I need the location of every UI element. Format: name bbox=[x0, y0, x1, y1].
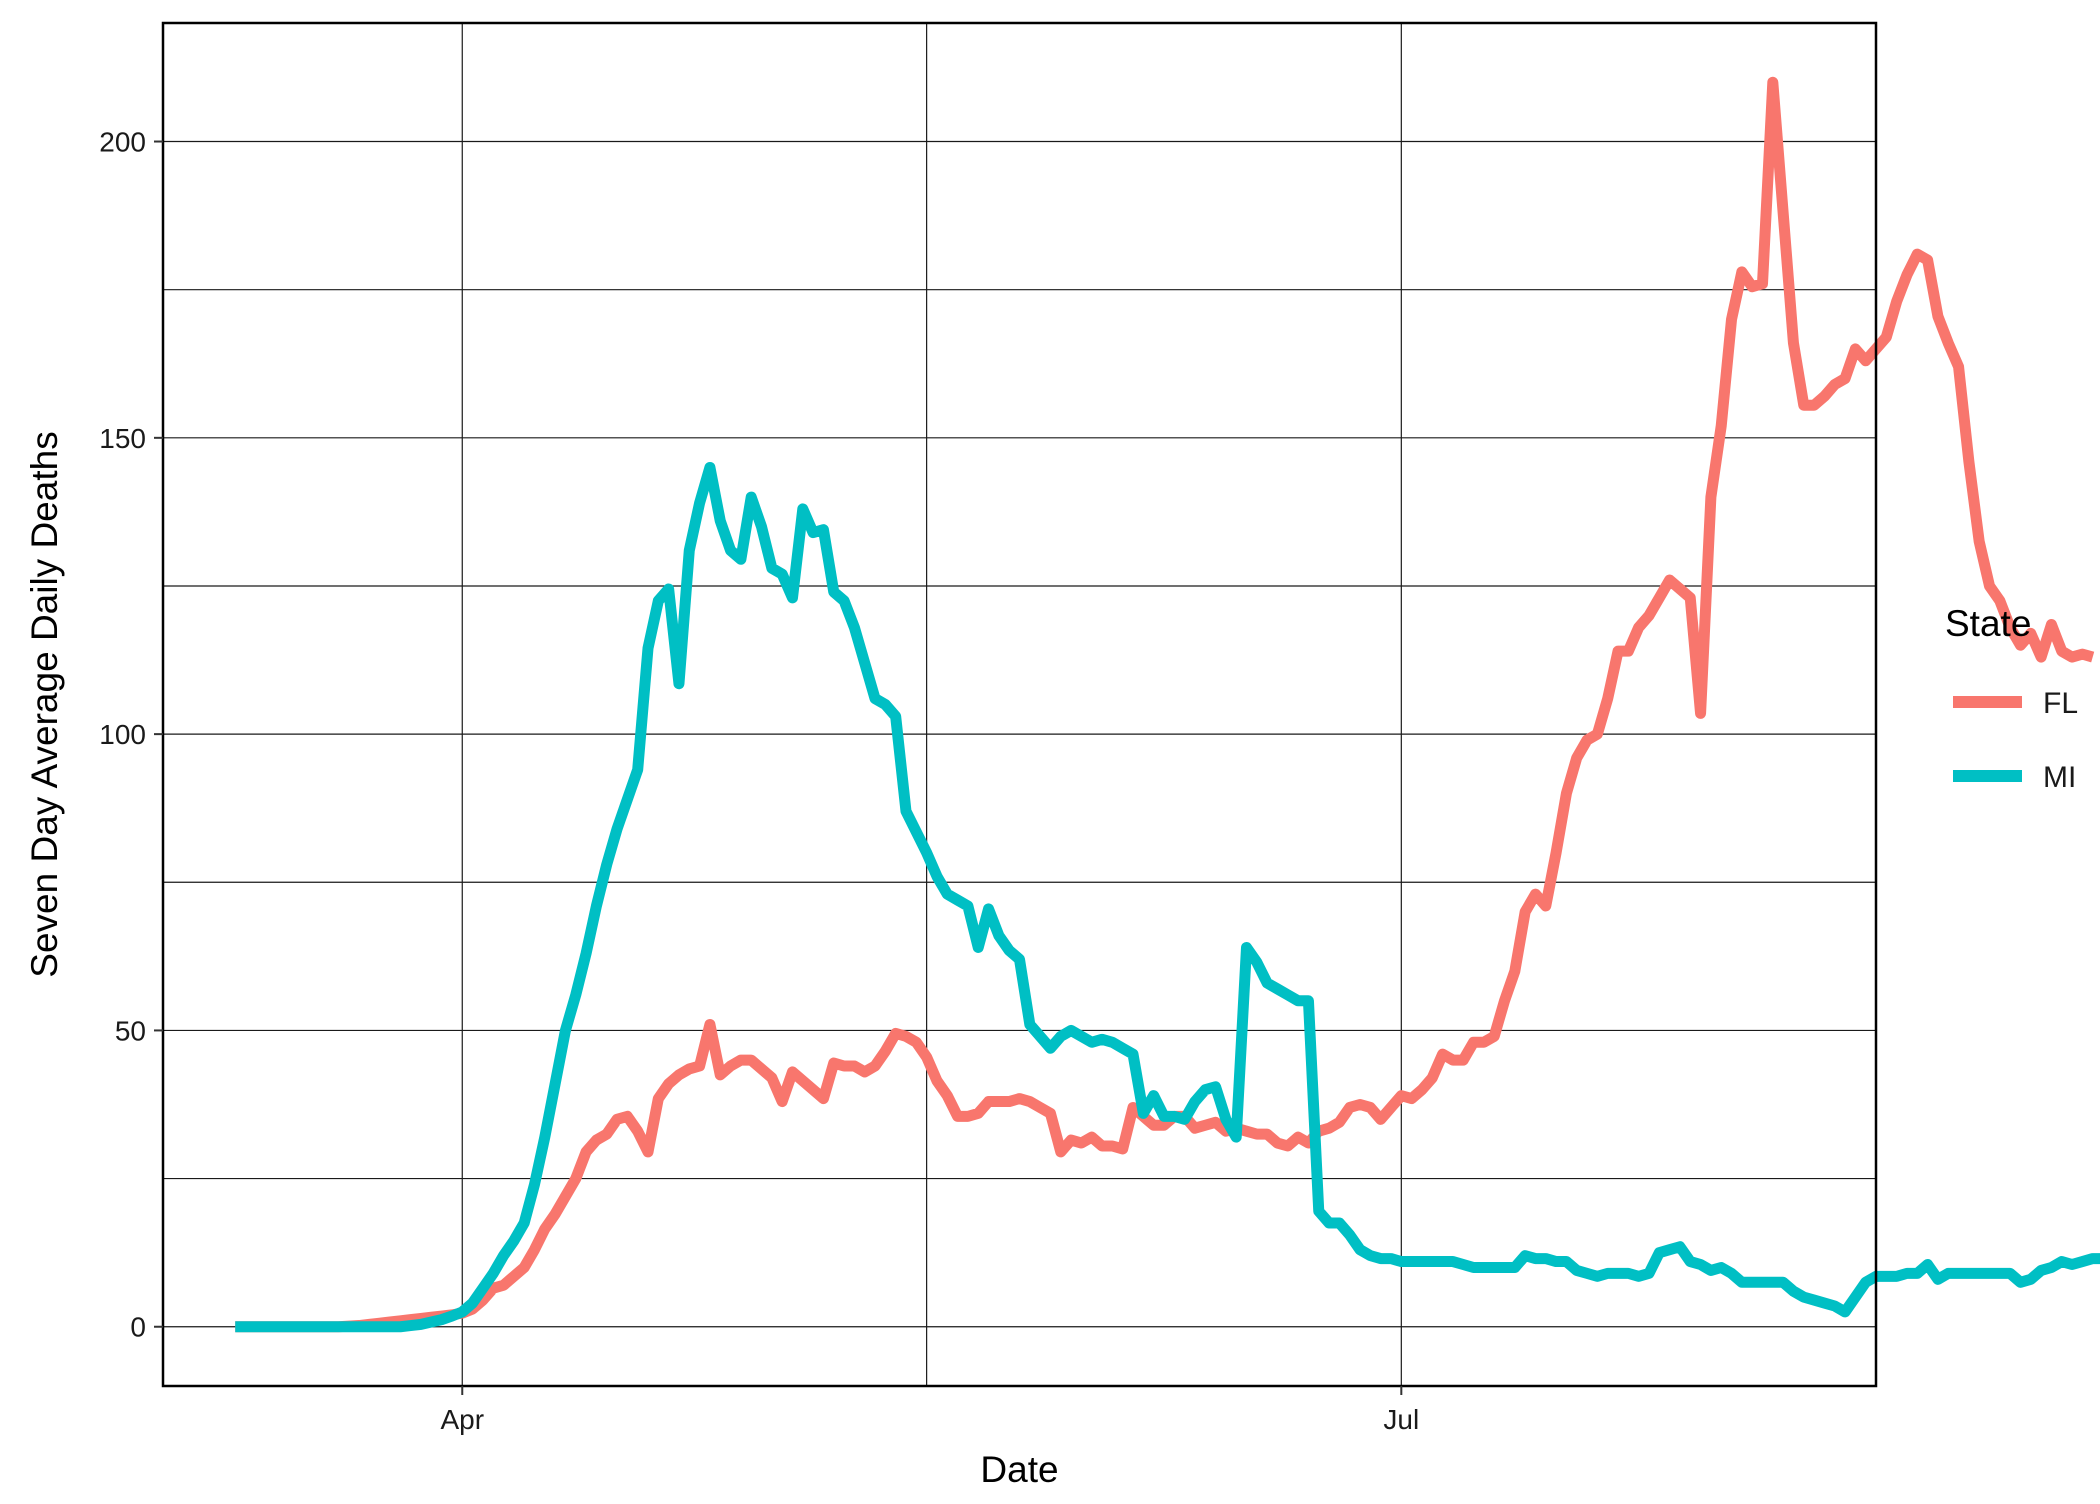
x-tick-label: Apr bbox=[440, 1404, 484, 1435]
x-axis-title: Date bbox=[980, 1449, 1058, 1490]
legend-label-fl: FL bbox=[2043, 687, 2078, 720]
series-line-fl bbox=[235, 76, 2095, 1333]
y-tick-label: 150 bbox=[99, 423, 146, 454]
y-tick-label: 100 bbox=[99, 719, 146, 750]
y-axis-title: Seven Day Average Daily Deaths bbox=[24, 431, 65, 977]
y-axis: 0 50 100 150 200 bbox=[99, 127, 163, 1343]
minor-gridlines bbox=[163, 23, 1876, 1386]
y-tick-label: 200 bbox=[99, 127, 146, 158]
y-tick-label: 50 bbox=[115, 1015, 146, 1046]
x-tick-label: Jul bbox=[1383, 1404, 1419, 1435]
panel-border bbox=[161, 21, 1878, 1388]
series-line-mi bbox=[235, 461, 2100, 1333]
legend-label-mi: MI bbox=[2043, 761, 2076, 794]
major-gridlines bbox=[163, 23, 1876, 1386]
series-lines bbox=[235, 76, 2100, 1333]
x-axis: Apr Jul bbox=[440, 1386, 1419, 1435]
legend: State FL MI bbox=[1945, 603, 2078, 794]
legend-title: State bbox=[1945, 603, 2031, 644]
y-tick-label: 0 bbox=[130, 1312, 146, 1343]
